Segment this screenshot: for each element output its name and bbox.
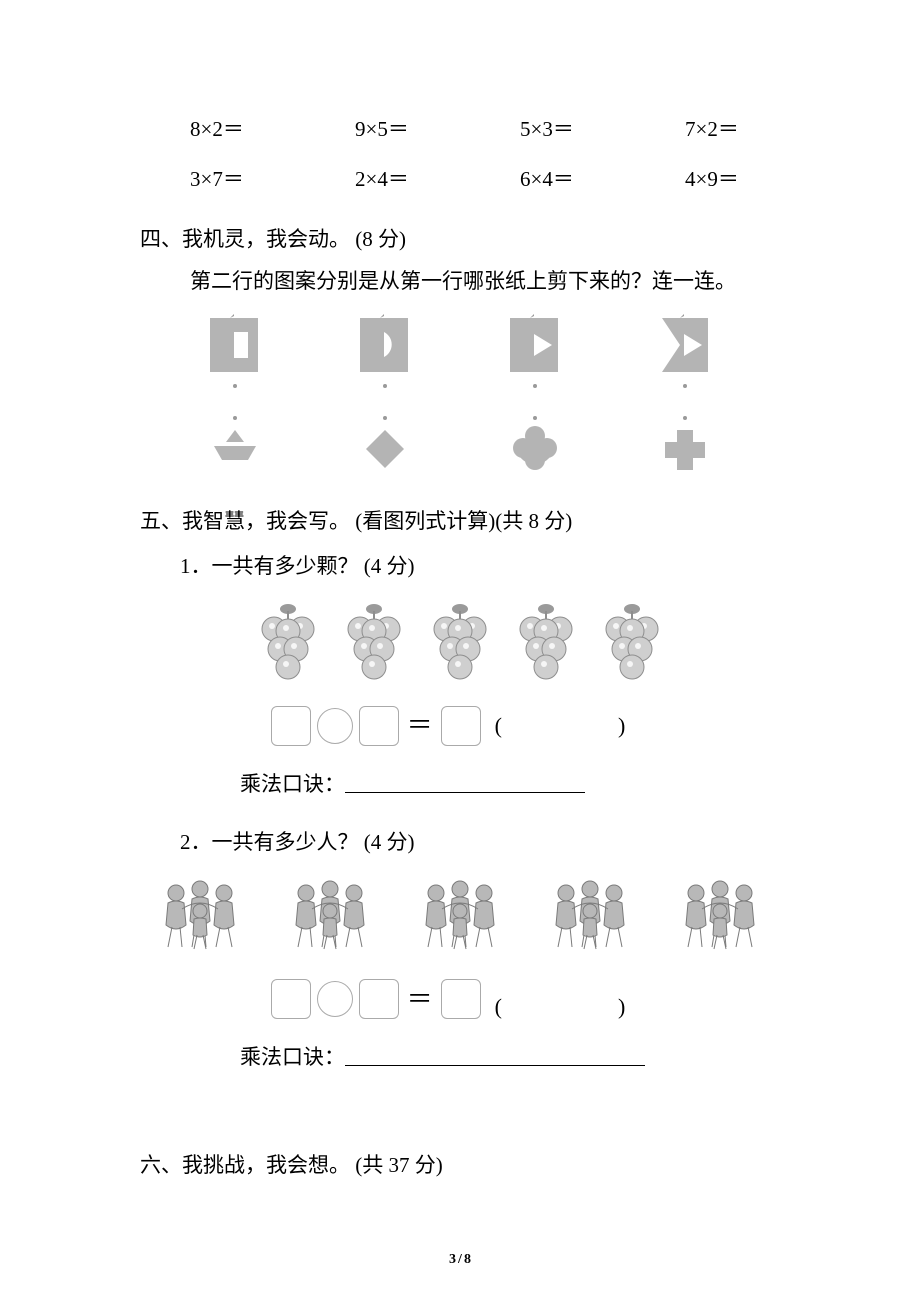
q1-koujue: 乘法口诀： [140,765,780,805]
blank-underline[interactable] [345,1065,645,1066]
blank-square[interactable] [441,979,481,1019]
blank-square[interactable] [359,979,399,1019]
fold-paper-2-icon [350,312,420,392]
paren-blank[interactable]: ( ) [487,986,650,1028]
unfolded-shape-flower-icon [500,412,570,482]
blank-square[interactable] [271,979,311,1019]
q2-equation-blanks: ＝ ( ) [140,975,780,1024]
q1-equation-blanks: ＝ ( ) [140,701,780,750]
equation: 4×9＝ [685,160,780,200]
unfolded-shape-plus-icon [650,412,720,482]
blank-circle[interactable] [317,708,353,744]
equation: 3×7＝ [190,160,285,200]
fold-paper-3-icon [500,312,570,392]
blank-underline[interactable] [345,792,585,793]
fold-paper-4-icon [650,312,720,392]
grape-bunch-icon [424,601,496,685]
grape-bunch-icon [252,601,324,685]
section-5-q1-label: 1．一共有多少颗？ (4 分) [140,547,780,587]
children-group-icon [672,877,768,955]
children-group-icon [152,877,248,955]
children-group-icon [412,877,508,955]
equation: 6×4＝ [520,160,615,200]
section-6-title: 六、我挑战，我会想。 (共 37 分) [140,1146,780,1186]
page-total: 8 [464,1252,471,1267]
grapes-row [140,601,780,685]
equation: 7×2＝ [685,110,780,150]
equation-row-2: 3×7＝ 2×4＝ 6×4＝ 4×9＝ [140,160,780,200]
section-5-q2-label: 2．一共有多少人？ (4 分) [140,823,780,863]
children-group-icon [282,877,378,955]
equation: 2×4＝ [355,160,450,200]
folded-papers-row [140,312,780,392]
blank-circle[interactable] [317,981,353,1017]
unfolded-shape-boat-icon [200,412,270,482]
worksheet-page: 8×2＝ 9×5＝ 5×3＝ 7×2＝ 3×7＝ 2×4＝ 6×4＝ 4×9＝ … [0,0,920,1302]
section-4-instruction: 第二行的图案分别是从第一行哪张纸上剪下来的？连一连。 [140,262,780,302]
equation: 9×5＝ [355,110,450,150]
children-group-icon [542,877,638,955]
q2-koujue: 乘法口诀： [140,1038,780,1078]
paren-blank[interactable]: ( ) [487,705,650,747]
koujue-label: 乘法口诀： [240,772,345,796]
page-number: 3 [449,1252,456,1267]
grape-bunch-icon [596,601,668,685]
page-footer: 3/8 [0,1247,920,1274]
equation: 5×3＝ [520,110,615,150]
blank-square[interactable] [271,706,311,746]
people-row [140,877,780,955]
fold-paper-1-icon [200,312,270,392]
unfolded-shapes-row [140,412,780,482]
blank-square[interactable] [359,706,399,746]
section-5-title: 五、我智慧，我会写。 (看图列式计算)(共 8 分) [140,502,780,542]
unfolded-shape-diamond-icon [350,412,420,482]
grape-bunch-icon [338,601,410,685]
grape-bunch-icon [510,601,582,685]
equals-sign: ＝ [405,701,435,750]
equation-row-1: 8×2＝ 9×5＝ 5×3＝ 7×2＝ [140,110,780,150]
blank-square[interactable] [441,706,481,746]
section-4-title: 四、我机灵，我会动。 (8 分) [140,220,780,260]
equals-sign: ＝ [405,975,435,1024]
equation: 8×2＝ [190,110,285,150]
koujue-label: 乘法口诀： [240,1045,345,1069]
